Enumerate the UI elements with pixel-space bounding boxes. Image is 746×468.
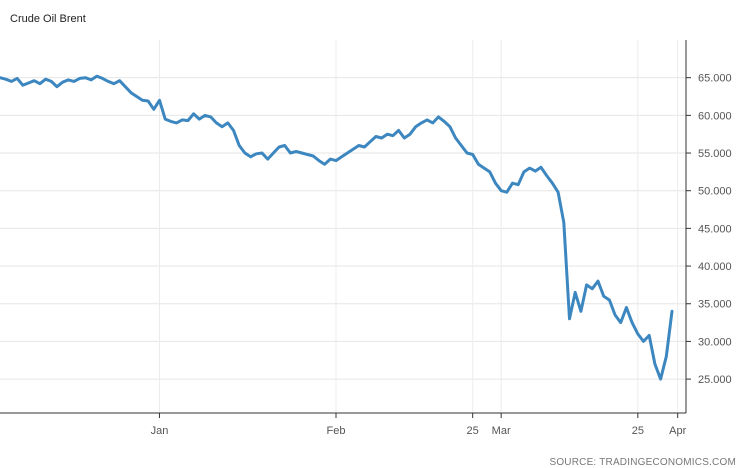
- chart-title: Crude Oil Brent: [10, 13, 86, 25]
- plot-background: [0, 40, 686, 413]
- x-tick-label: Apr: [669, 425, 686, 437]
- x-ticks: Jan Feb 25 Mar 25 Apr: [151, 413, 687, 437]
- x-tick-label: Jan: [151, 425, 169, 437]
- source-label: SOURCE: TRADINGECONOMICS.COM: [549, 457, 736, 468]
- x-tick-label: 25: [632, 425, 644, 437]
- axes: [0, 40, 687, 414]
- y-tick-label: 45.000: [698, 223, 732, 235]
- y-tick-label: 50.000: [698, 186, 732, 198]
- y-ticks: 25.000 30.000 35.000 40.000 45.000 50.000 55.0…: [686, 73, 732, 386]
- y-tick-label: 35.000: [698, 299, 732, 311]
- x-tick-label: 25: [467, 425, 479, 437]
- y-tick-label: 25.000: [698, 374, 732, 386]
- y-tick-label: 55.000: [698, 148, 732, 160]
- x-tick-label: Mar: [492, 425, 511, 437]
- y-tick-label: 40.000: [698, 261, 732, 273]
- y-tick-label: 65.000: [698, 73, 732, 85]
- x-tick-label: Feb: [327, 425, 346, 437]
- y-tick-label: 60.000: [698, 110, 732, 122]
- y-tick-label: 30.000: [698, 336, 732, 348]
- series-line: [0, 74, 674, 381]
